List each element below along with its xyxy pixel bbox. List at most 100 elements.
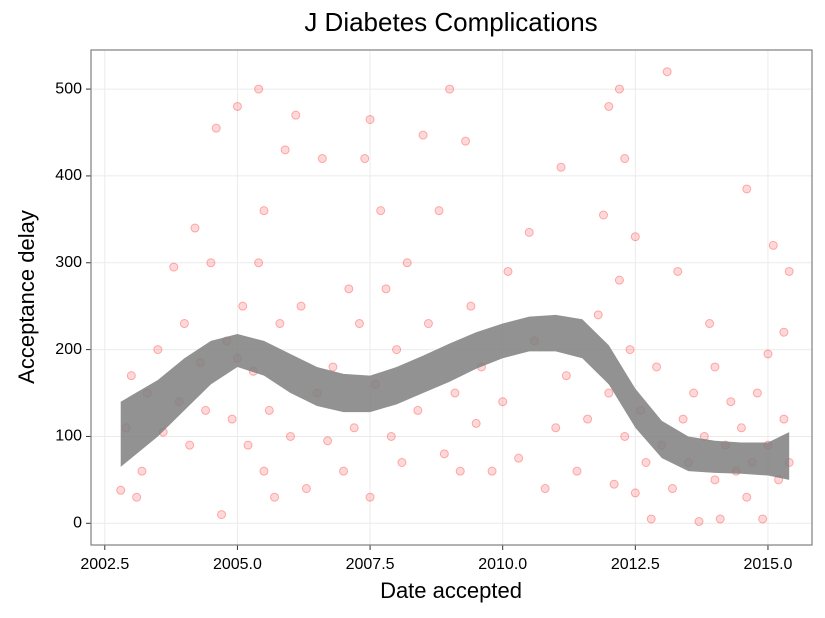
x-tick-label: 2002.5	[80, 556, 129, 573]
smooth-band	[120, 314, 790, 480]
point	[763, 349, 773, 359]
point	[625, 345, 635, 355]
point	[694, 517, 704, 527]
point	[604, 388, 614, 398]
point	[349, 423, 359, 433]
point	[169, 262, 179, 272]
point	[328, 362, 338, 372]
point	[201, 405, 211, 415]
point	[710, 475, 720, 485]
panel-border	[90, 49, 813, 546]
y-tick-label: 300	[55, 254, 82, 271]
point	[561, 371, 571, 381]
y-tick-label: 0	[73, 515, 82, 532]
point	[487, 466, 497, 476]
point	[296, 301, 306, 311]
point	[715, 514, 725, 524]
point	[439, 449, 449, 459]
point	[752, 388, 762, 398]
y-tick-label: 400	[55, 167, 82, 184]
point	[620, 154, 630, 164]
point	[418, 130, 428, 140]
point	[132, 492, 142, 502]
point	[471, 418, 481, 428]
point	[689, 388, 699, 398]
point	[604, 101, 614, 111]
x-tick-label: 2007.5	[346, 556, 395, 573]
point	[360, 154, 370, 164]
point	[434, 206, 444, 216]
x-tick-label: 2015.0	[743, 556, 792, 573]
point	[646, 514, 656, 524]
point	[365, 492, 375, 502]
point	[556, 162, 566, 172]
point	[301, 484, 311, 494]
point	[354, 319, 364, 329]
point	[238, 301, 248, 311]
point	[254, 258, 264, 268]
point	[179, 319, 189, 329]
point	[323, 436, 333, 446]
point	[768, 240, 778, 250]
point	[572, 466, 582, 476]
point	[736, 423, 746, 433]
point	[667, 484, 677, 494]
point	[365, 114, 375, 124]
x-tick-label: 2012.5	[611, 556, 660, 573]
point	[423, 319, 433, 329]
point	[254, 84, 264, 94]
point	[503, 266, 513, 276]
x-tick-label: 2010.0	[478, 556, 527, 573]
point	[413, 405, 423, 415]
point	[126, 371, 136, 381]
point	[540, 484, 550, 494]
point	[376, 206, 386, 216]
point	[466, 301, 476, 311]
point	[317, 154, 327, 164]
point	[291, 110, 301, 120]
point	[227, 414, 237, 424]
point	[264, 405, 274, 415]
point	[259, 466, 269, 476]
point	[641, 458, 651, 467]
point	[116, 485, 126, 495]
point	[598, 210, 608, 220]
y-tick-label: 500	[55, 80, 82, 97]
point	[392, 345, 402, 355]
point	[551, 423, 561, 433]
chart-title: J Diabetes Complications	[304, 7, 597, 37]
point	[758, 514, 768, 524]
y-tick-label: 100	[55, 428, 82, 445]
x-axis-title: Date accepted	[380, 578, 522, 603]
point	[280, 145, 290, 155]
point	[678, 414, 688, 424]
point	[397, 458, 407, 467]
point	[620, 431, 630, 441]
point	[217, 510, 227, 520]
point	[673, 266, 683, 276]
point	[705, 319, 715, 329]
point	[742, 492, 752, 502]
point	[211, 123, 221, 133]
point	[285, 431, 295, 441]
point	[450, 388, 460, 398]
point	[455, 466, 465, 476]
point	[498, 397, 508, 407]
point	[339, 466, 349, 476]
point	[232, 101, 242, 111]
point	[614, 84, 624, 94]
y-axis-title: Acceptance delay	[14, 210, 39, 384]
point	[784, 266, 794, 276]
point	[137, 466, 147, 476]
point	[652, 362, 662, 372]
point	[779, 327, 789, 337]
point	[710, 362, 720, 372]
point	[514, 453, 524, 463]
point	[270, 492, 280, 502]
point	[630, 232, 640, 242]
point	[275, 319, 285, 329]
x-tick-label: 2005.0	[213, 556, 262, 573]
point	[662, 67, 672, 77]
point	[153, 345, 163, 355]
